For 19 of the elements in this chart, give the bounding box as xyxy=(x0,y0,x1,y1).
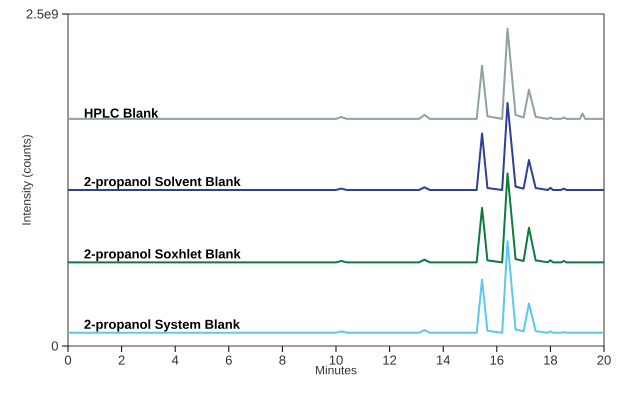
x-tick-label: 8 xyxy=(279,356,286,365)
x-tick-label: 4 xyxy=(172,356,178,364)
series-label: 2-propanol Solvent Blank xyxy=(84,176,241,189)
line-series xyxy=(67,28,605,120)
y-tick-label: 2.5e9 xyxy=(26,9,58,19)
x-tick-label: 14 xyxy=(436,356,450,364)
x-tick-label: 6 xyxy=(226,356,232,365)
y-axis-title: Intensity (counts) xyxy=(22,135,34,225)
x-tick-label: 2 xyxy=(118,356,125,365)
series-label: HPLC Blank xyxy=(84,108,158,118)
x-tick-label: 20 xyxy=(597,356,611,365)
series-label: 2-propanol System Blank xyxy=(84,319,240,332)
series-label: 2-propanol Soxhlet Blank xyxy=(84,249,241,262)
x-tick-label: 16 xyxy=(490,356,504,365)
x-tick-label: 0 xyxy=(64,356,72,365)
x-tick-label: 18 xyxy=(544,356,558,365)
x-tick-label: 10 xyxy=(330,356,343,365)
x-tick-label: 12 xyxy=(383,356,396,365)
x-axis-title: Minutes xyxy=(316,366,357,374)
